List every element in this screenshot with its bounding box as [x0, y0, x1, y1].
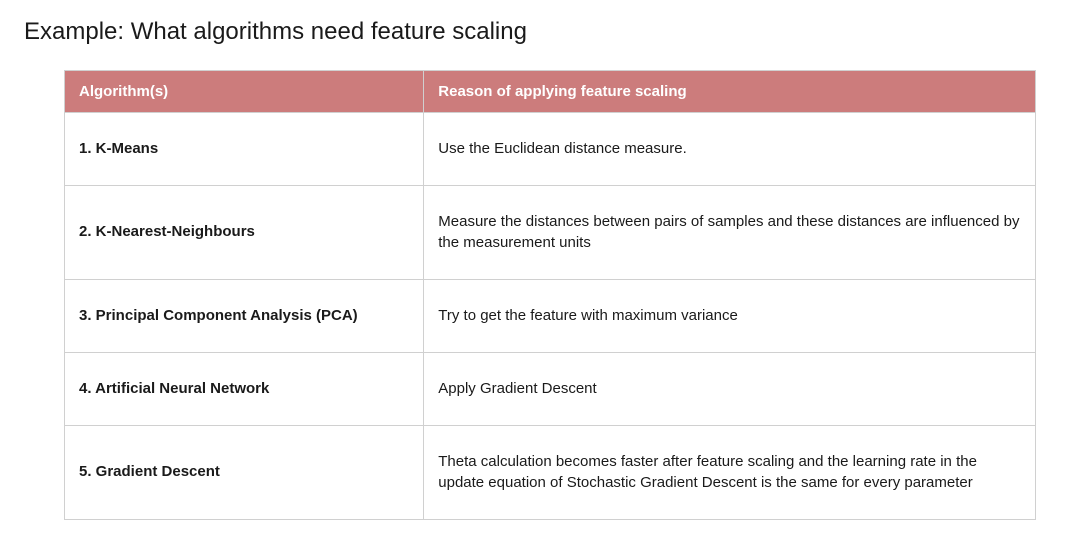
cell-reason: Use the Euclidean distance measure.	[424, 113, 1036, 186]
cell-algorithm: 2. K-Nearest-Neighbours	[65, 186, 424, 280]
col-header-algorithm: Algorithm(s)	[65, 71, 424, 113]
cell-reason: Try to get the feature with maximum vari…	[424, 279, 1036, 352]
cell-algorithm: 3. Principal Component Analysis (PCA)	[65, 279, 424, 352]
page-title: Example: What algorithms need feature sc…	[24, 18, 1056, 46]
cell-algorithm: 5. Gradient Descent	[65, 426, 424, 520]
table-container: Algorithm(s) Reason of applying feature …	[24, 70, 1056, 520]
cell-reason: Apply Gradient Descent	[424, 353, 1036, 426]
table-row: 1. K-Means Use the Euclidean distance me…	[65, 113, 1036, 186]
table-row: 2. K-Nearest-Neighbours Measure the dist…	[65, 186, 1036, 280]
cell-reason: Theta calculation becomes faster after f…	[424, 426, 1036, 520]
cell-algorithm: 1. K-Means	[65, 113, 424, 186]
table-row: 5. Gradient Descent Theta calculation be…	[65, 426, 1036, 520]
feature-scaling-table: Algorithm(s) Reason of applying feature …	[64, 70, 1036, 520]
table-row: 3. Principal Component Analysis (PCA) Tr…	[65, 279, 1036, 352]
cell-reason: Measure the distances between pairs of s…	[424, 186, 1036, 280]
table-row: 4. Artificial Neural Network Apply Gradi…	[65, 353, 1036, 426]
table-header-row: Algorithm(s) Reason of applying feature …	[65, 71, 1036, 113]
col-header-reason: Reason of applying feature scaling	[424, 71, 1036, 113]
cell-algorithm: 4. Artificial Neural Network	[65, 353, 424, 426]
